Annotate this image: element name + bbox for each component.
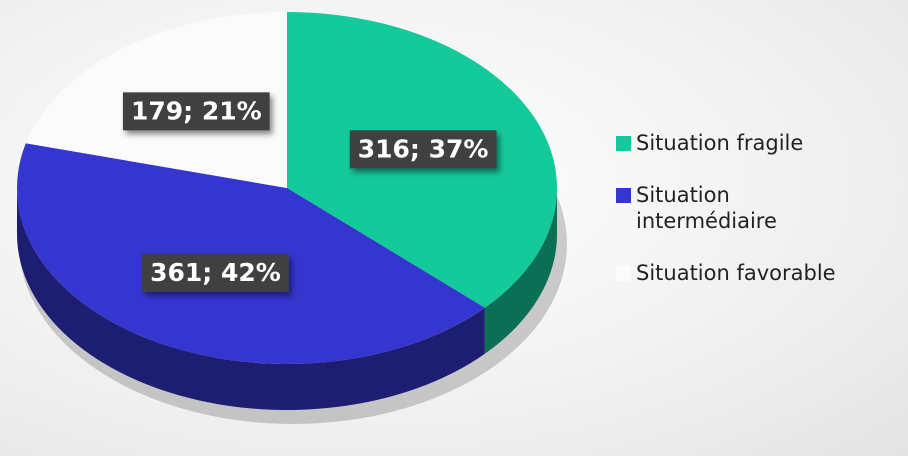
legend-label: Situation favorable <box>636 261 836 285</box>
data-label-box <box>122 92 270 131</box>
slice-side <box>484 188 557 354</box>
data-label-box <box>142 253 289 292</box>
data-label-text: 179; 21% <box>131 96 262 125</box>
legend-item: Situation fragile <box>616 130 908 156</box>
data-label: 361; 42% <box>142 253 289 292</box>
slice <box>16 143 485 365</box>
legend: Situation fragile Situation intermédiaire… <box>616 130 908 312</box>
legend-label: Situation fragile <box>636 131 804 155</box>
slice-side <box>17 188 485 410</box>
legend-item: Situation intermédiaire <box>616 182 908 234</box>
data-label-text: 361; 42% <box>150 258 281 287</box>
legend-item: Situation favorable <box>616 260 908 286</box>
data-label-box <box>349 130 497 169</box>
legend-swatch <box>616 188 631 203</box>
data-label-text: 316; 37% <box>358 134 489 163</box>
data-label: 179; 21% <box>122 92 270 131</box>
legend-swatch <box>616 136 631 151</box>
legend-label: Situation intermédiaire <box>636 183 777 233</box>
legend-swatch <box>616 266 631 281</box>
data-label: 316; 37% <box>349 130 497 169</box>
